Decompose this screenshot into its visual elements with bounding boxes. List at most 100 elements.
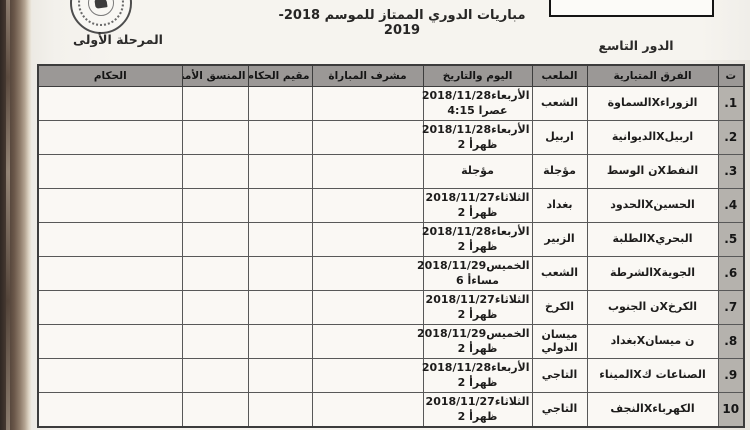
header-col-num: ت (717, 64, 745, 87)
cell-teams: الجويةXالشرطة (586, 256, 719, 291)
cell-evaluator (247, 154, 313, 189)
page-title: مباريات الدوري الممتاز للموسم 2018-2019 (278, 8, 526, 38)
cell-coordinator (181, 120, 249, 155)
round-label: الدور التاسع (598, 38, 674, 53)
match-row: .9 الصناعات كXالميناء التاجي الأربعاء2018/1… (37, 358, 745, 393)
date-time-line: 2 ظهرأ (457, 307, 498, 321)
cell-date: الخميس2018/11/29 2 ظهرأ (416, 324, 533, 359)
date-time-line: 4:15 عصرا (447, 103, 508, 117)
federation-stamp-icon (70, 0, 132, 34)
date-time-line: 2 ظهرأ (457, 137, 498, 151)
header-col-stadium: الملعب (531, 64, 588, 87)
match-row: .8 ن ميسانXبغداد ميسان الدولي الخميس2018/11… (37, 324, 745, 359)
cell-teams: النفطXن الوسط (586, 154, 719, 189)
match-schedule-table: ت الفرق المتبارية الملعب اليوم والتاريخ مشرف… (37, 64, 745, 428)
match-row: .2 اربيلXالديوانية اربيل الأربعاء2018/11/28… (37, 120, 745, 155)
cell-stadium: الشعب (531, 86, 588, 121)
cell-evaluator (247, 86, 313, 121)
cell-stadium: التاجي (531, 358, 588, 393)
table-header-row: ت الفرق المتبارية الملعب اليوم والتاريخ مشرف… (37, 64, 745, 87)
date-day-line: الثلاثاء2018/11/27 (425, 395, 530, 409)
cell-supervisor (311, 154, 424, 189)
cell-coordinator (181, 290, 249, 325)
empty-header-box (549, 0, 714, 17)
cell-stadium: مؤجلة (531, 154, 588, 189)
cell-row-number: .9 (717, 358, 745, 393)
cell-supervisor (311, 290, 424, 325)
cell-date: الأربعاء2018/11/28 2 ظهرأ (421, 222, 533, 257)
cell-teams: الكرخXن الجنوب (586, 290, 719, 325)
match-row: .4 الحسينXالحدود بغداد الثلاثاء2018/11/27 2 … (37, 188, 745, 223)
header-col-referees: الحكام (37, 64, 183, 87)
match-row: 10 الكهرباءXالنجف التاجي الثلاثاء2018/11/27… (37, 392, 745, 428)
date-time-line: 2 ظهرأ (457, 341, 498, 355)
table-body: .1 الزوراءXالسماوة الشعب الأربعاء2018/11/28… (37, 86, 745, 428)
cell-date: الثلاثاء2018/11/27 2 ظهرأ (422, 392, 533, 428)
cell-evaluator (247, 392, 313, 428)
date-day-line: الخميس2018/11/29 (416, 259, 530, 273)
date-day-line: مؤجلة (461, 164, 494, 178)
cell-date: الأربعاء2018/11/28 2 ظهرأ (421, 120, 533, 155)
cell-referees (37, 188, 183, 223)
cell-teams: الكهرباءXالنجف (586, 392, 719, 428)
cell-stadium: الكرخ (531, 290, 588, 325)
cell-teams: الحسينXالحدود (586, 188, 719, 223)
cell-coordinator (181, 86, 249, 121)
date-day-line: الأربعاء2018/11/28 (421, 225, 530, 239)
cell-row-number: .8 (717, 324, 745, 359)
cell-referees (37, 392, 183, 428)
cell-referees (37, 290, 183, 325)
cell-stadium: اربيل (531, 120, 588, 155)
cell-referees (37, 358, 183, 393)
cell-evaluator (247, 120, 313, 155)
cell-coordinator (181, 154, 249, 189)
date-time-line: 2 ظهرأ (457, 205, 498, 219)
cell-date: الثلاثاء2018/11/27 2 ظهرأ (422, 188, 533, 223)
cell-date: الخميس2018/11/29 6 مساءأ (416, 256, 533, 291)
cell-supervisor (311, 256, 424, 291)
cell-row-number: .4 (717, 188, 745, 223)
cell-row-number: 10 (717, 392, 745, 428)
date-day-line: الثلاثاء2018/11/27 (425, 293, 530, 307)
date-time-line: 2 ظهرأ (457, 375, 498, 389)
stamp-emblem (94, 0, 108, 9)
cell-supervisor (311, 86, 424, 121)
cell-teams: الزوراءXالسماوة (586, 86, 719, 121)
cell-teams: البحريXالطلبة (586, 222, 719, 257)
date-time-line: 2 ظهرأ (457, 409, 498, 423)
cell-evaluator (247, 222, 313, 257)
cell-stadium: التاجي (531, 392, 588, 428)
cell-supervisor (311, 188, 424, 223)
cell-coordinator (181, 188, 249, 223)
scan-binding-edge (0, 0, 32, 430)
date-time-line: 6 مساءأ (455, 273, 499, 287)
cell-teams: اربيلXالديوانية (586, 120, 719, 155)
cell-supervisor (311, 222, 424, 257)
cell-referees (37, 154, 183, 189)
header-col-evaluator: مقيم الحكام (247, 64, 313, 87)
cell-row-number: .2 (717, 120, 745, 155)
cell-supervisor (311, 358, 424, 393)
cell-stadium: ميسان الدولي (531, 324, 588, 359)
cell-evaluator (247, 290, 313, 325)
cell-evaluator (247, 256, 313, 291)
date-day-line: الخميس2018/11/29 (416, 327, 530, 341)
match-row: .1 الزوراءXالسماوة الشعب الأربعاء2018/11/28… (37, 86, 745, 121)
date-day-line: الأربعاء2018/11/28 (421, 89, 530, 103)
date-day-line: الأربعاء2018/11/28 (421, 123, 530, 137)
cell-referees (37, 120, 183, 155)
match-row: .3 النفطXن الوسط مؤجلة مؤجلة (37, 154, 745, 189)
cell-stadium: الزبير (531, 222, 588, 257)
cell-row-number: .5 (717, 222, 745, 257)
cell-row-number: .3 (717, 154, 745, 189)
cell-supervisor (311, 324, 424, 359)
header-col-teams: الفرق المتبارية (586, 64, 719, 87)
cell-coordinator (181, 358, 249, 393)
stamp-core (88, 0, 114, 16)
cell-row-number: .1 (717, 86, 745, 121)
stage-label: المرحلة الأولى (73, 32, 163, 47)
header-col-date: اليوم والتاريخ (422, 64, 533, 87)
cell-evaluator (247, 324, 313, 359)
cell-evaluator (247, 188, 313, 223)
